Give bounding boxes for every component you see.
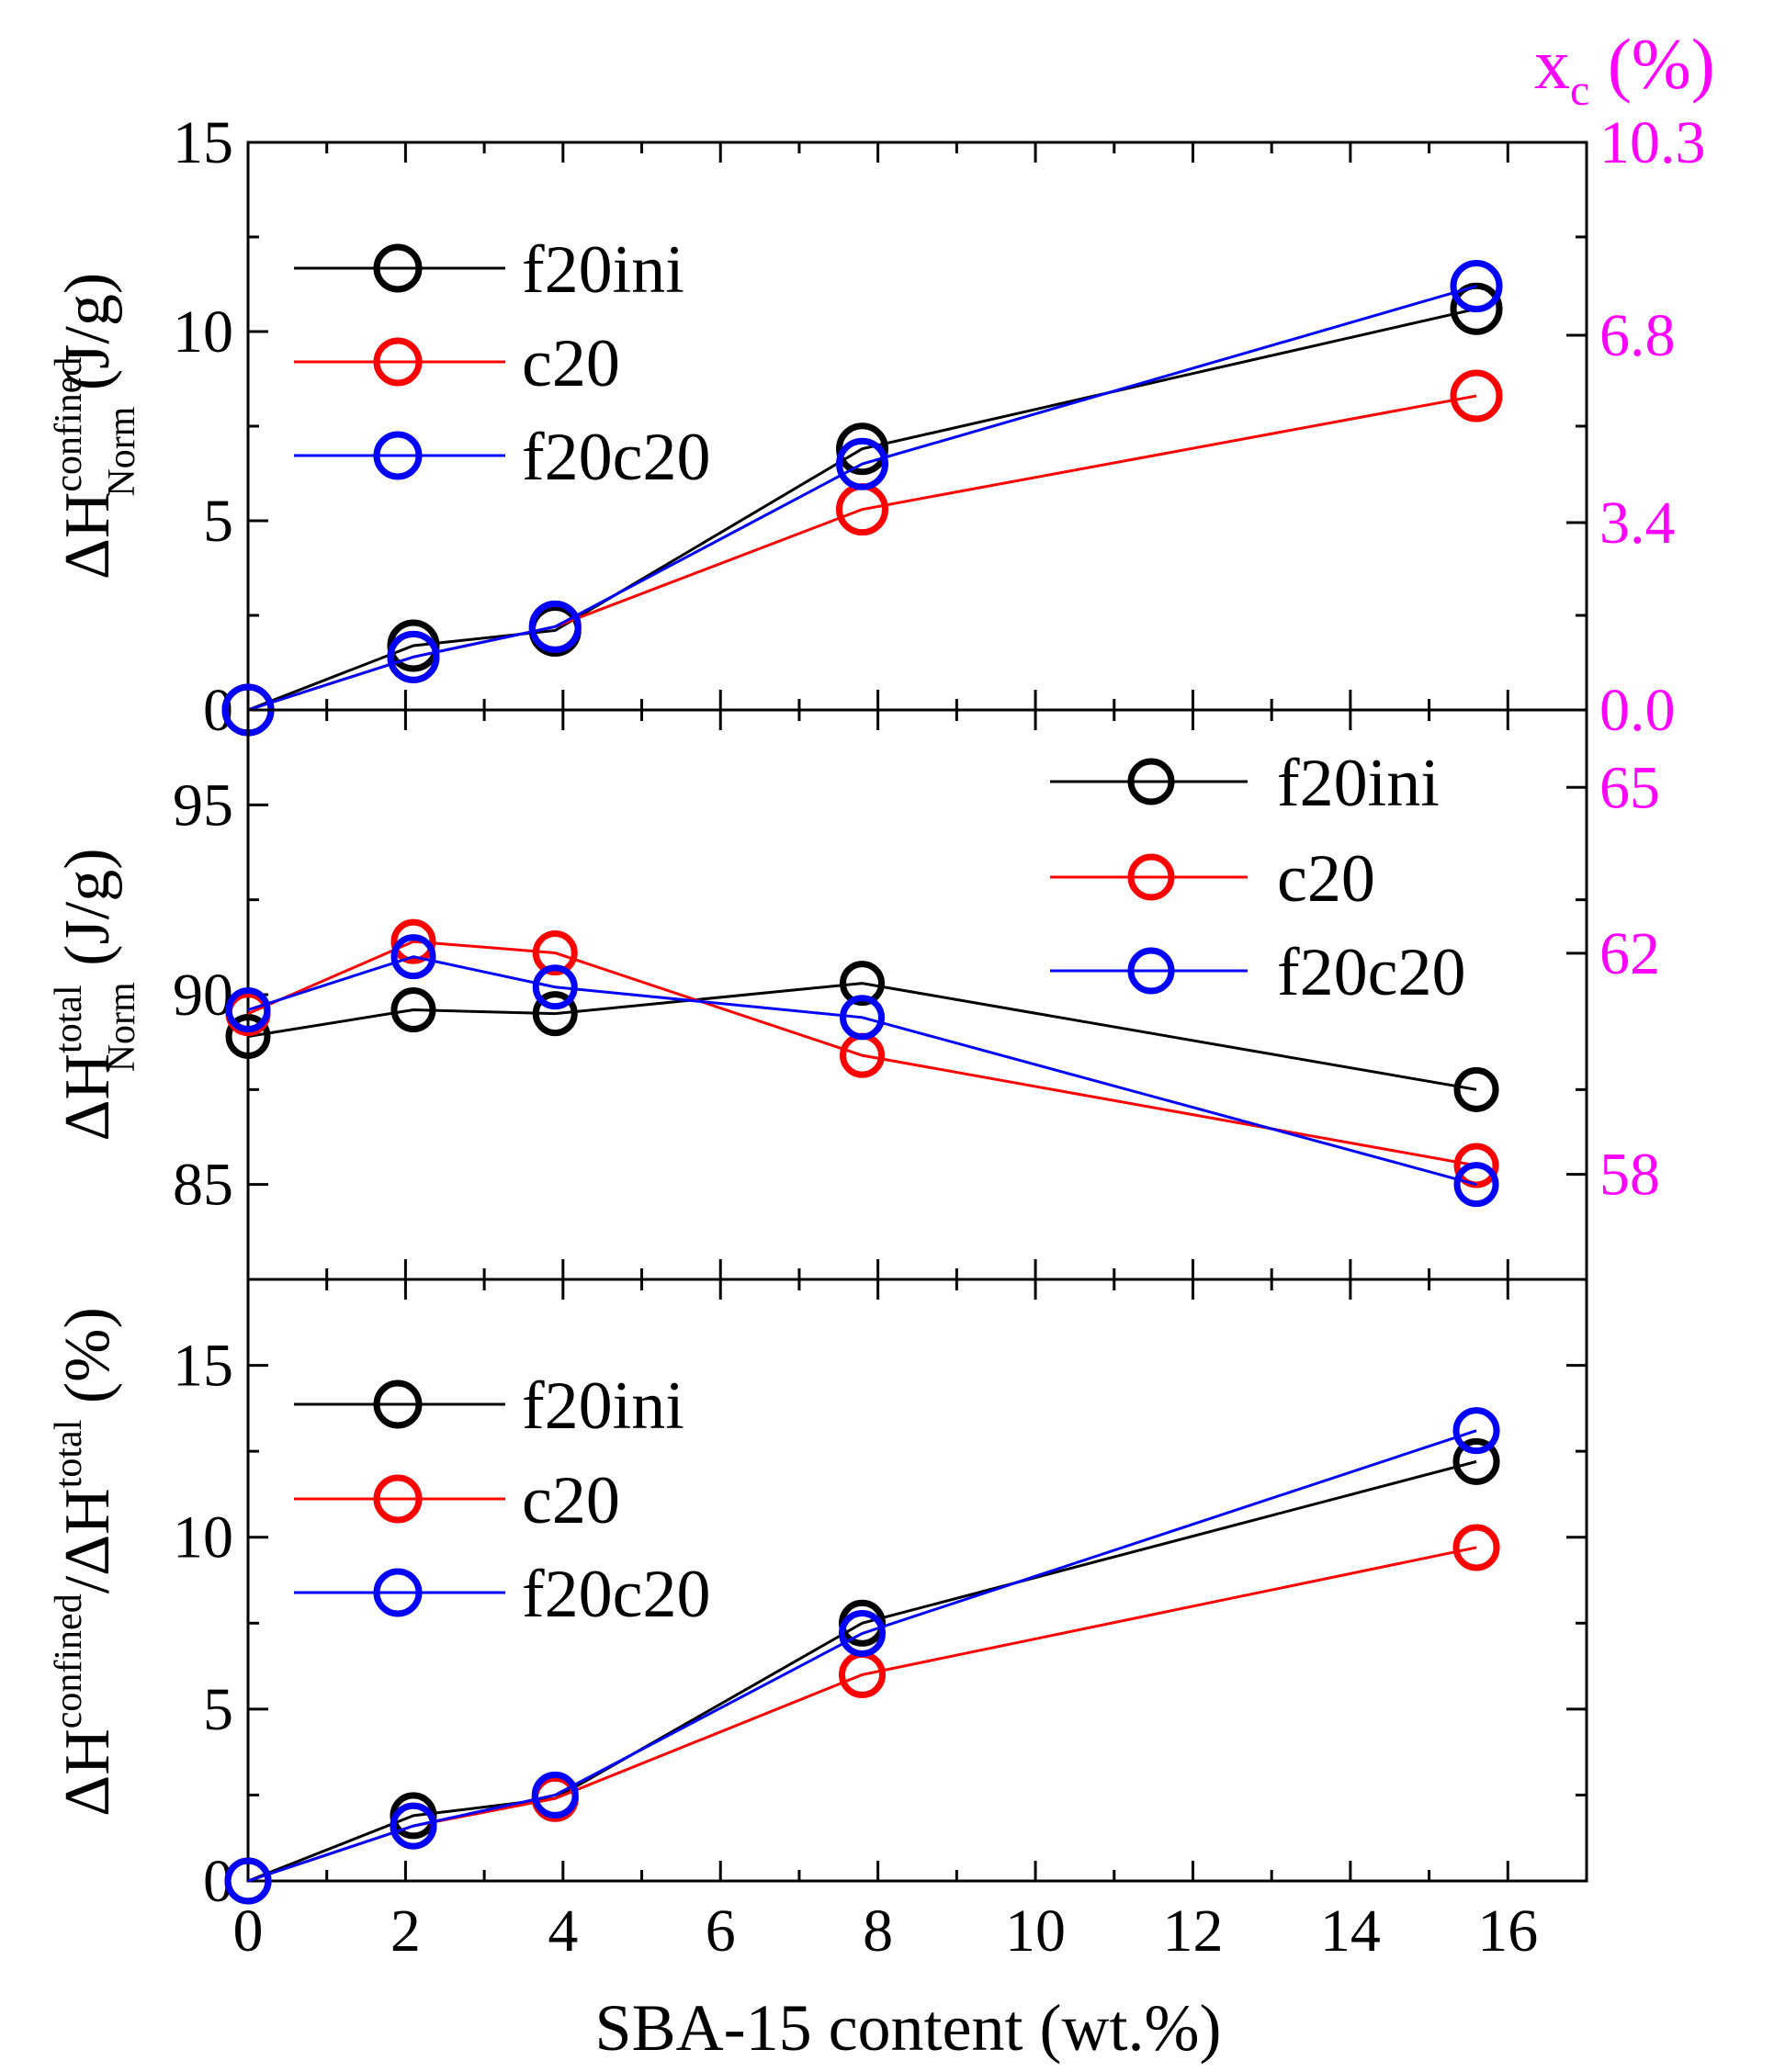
right-axis-tick-label: 65 [1599,754,1660,821]
y-axis-title-top: ΔHconfined Norm (J/g) [48,273,143,580]
legend-label-f20ini: f20ini [1277,746,1440,821]
x-tick-label: 14 [1320,1897,1381,1965]
legend-label-f20ini: f20ini [522,1368,684,1444]
data-point-f20c20 [836,437,889,490]
data-point-f20ini [532,991,578,1037]
data-point-f20ini [390,987,436,1033]
y-tick-label: 90 [173,962,233,1029]
x-tick-label: 12 [1162,1897,1223,1965]
data-point-f20ini [1452,1437,1500,1485]
x-tick-label: 16 [1477,1897,1538,1965]
data-point-f20c20 [840,995,886,1041]
x-tick-label: 6 [706,1897,736,1965]
y-tick-label: 5 [203,488,233,555]
y-tick-label: 85 [173,1152,233,1219]
legend-marker-f20c20 [373,431,423,480]
legend-label-f20c20: f20c20 [522,420,711,495]
data-point-f20c20 [390,934,436,980]
right-axis-tick-label: 0.0 [1599,677,1676,744]
data-point-f20c20 [532,964,578,1010]
y-tick-label: 15 [173,1333,233,1400]
x-tick-label: 4 [548,1897,578,1965]
data-point-f20ini [225,1013,271,1059]
data-point-f20c20 [1450,260,1503,313]
legend-marker-c20 [373,337,423,387]
right-axis-tick-label: 62 [1599,920,1660,987]
data-point-f20ini [1450,282,1503,335]
data-point-c20 [1453,1143,1499,1188]
data-point-f20c20 [225,987,271,1033]
y-tick-label: 10 [173,1504,233,1571]
legend-label-c20: c20 [522,326,620,401]
x-tick-label: 8 [863,1897,893,1965]
y-tick-label: 5 [203,1676,233,1743]
data-point-c20 [1450,369,1503,422]
data-point-f20c20 [1452,1407,1500,1455]
data-point-f20c20 [528,600,582,653]
series-line-f20c20 [247,285,1477,712]
right-axis-tick-label: 10.3 [1599,109,1706,176]
right-axis-title: xc (%) [1534,24,1715,115]
data-point-f20c20 [531,1771,579,1819]
right-axis-tick-label: 6.8 [1599,302,1676,369]
legend-label-f20ini: f20ini [522,232,684,308]
series-line-f20ini [247,307,1477,712]
legend-label-f20c20: f20c20 [1277,935,1466,1010]
legend-marker-f20ini [373,1379,423,1429]
data-point-f20c20 [839,1610,887,1658]
data-point-f20ini [836,422,889,476]
legend-marker-f20ini [1127,758,1175,805]
x-tick-label: 10 [1005,1897,1066,1965]
legend-marker-f20c20 [373,1568,423,1617]
y-tick-label: 95 [173,771,233,839]
series-line-f20ini [247,982,1477,1091]
legend-marker-f20c20 [1127,947,1175,995]
y-tick-label: 0 [203,677,233,744]
panel-frame-bottom [246,1278,1588,1883]
y-tick-label: 15 [173,109,233,176]
y-tick-label: 10 [173,298,233,366]
data-point-f20ini [840,961,886,1007]
y-axis-title-middle: ΔHtotal Norm (J/g) [48,848,143,1141]
data-point-f20c20 [387,630,440,683]
x-tick-label: 2 [390,1897,421,1965]
data-point-c20 [390,918,436,964]
data-point-f20c20 [390,1802,437,1850]
legend-marker-c20 [1127,853,1175,901]
data-point-f20c20 [1453,1162,1499,1208]
data-point-c20 [532,930,578,976]
data-point-f20c20 [224,1857,272,1905]
right-axis-tick-label: 58 [1599,1142,1660,1209]
legend-label-f20c20: f20c20 [522,1557,711,1632]
data-point-c20 [1452,1524,1500,1571]
legend-label-c20: c20 [1277,841,1375,917]
legend-marker-c20 [373,1474,423,1524]
panel-frame-top [246,141,1588,712]
series-line-f20c20 [247,955,1477,1187]
legend-marker-f20ini [373,243,423,293]
series-line-f20c20 [247,1429,1477,1883]
right-axis-tick-label: 3.4 [1599,490,1676,557]
x-axis-title: SBA-15 content (wt.%) [595,1991,1222,2065]
x-tick-label: 0 [233,1897,264,1965]
series-line-c20 [247,940,1477,1167]
data-point-f20ini [1453,1066,1499,1112]
legend-label-c20: c20 [522,1463,620,1538]
y-axis-title-bottom: ΔHconfined/ΔHtotal (%) [48,1307,123,1817]
